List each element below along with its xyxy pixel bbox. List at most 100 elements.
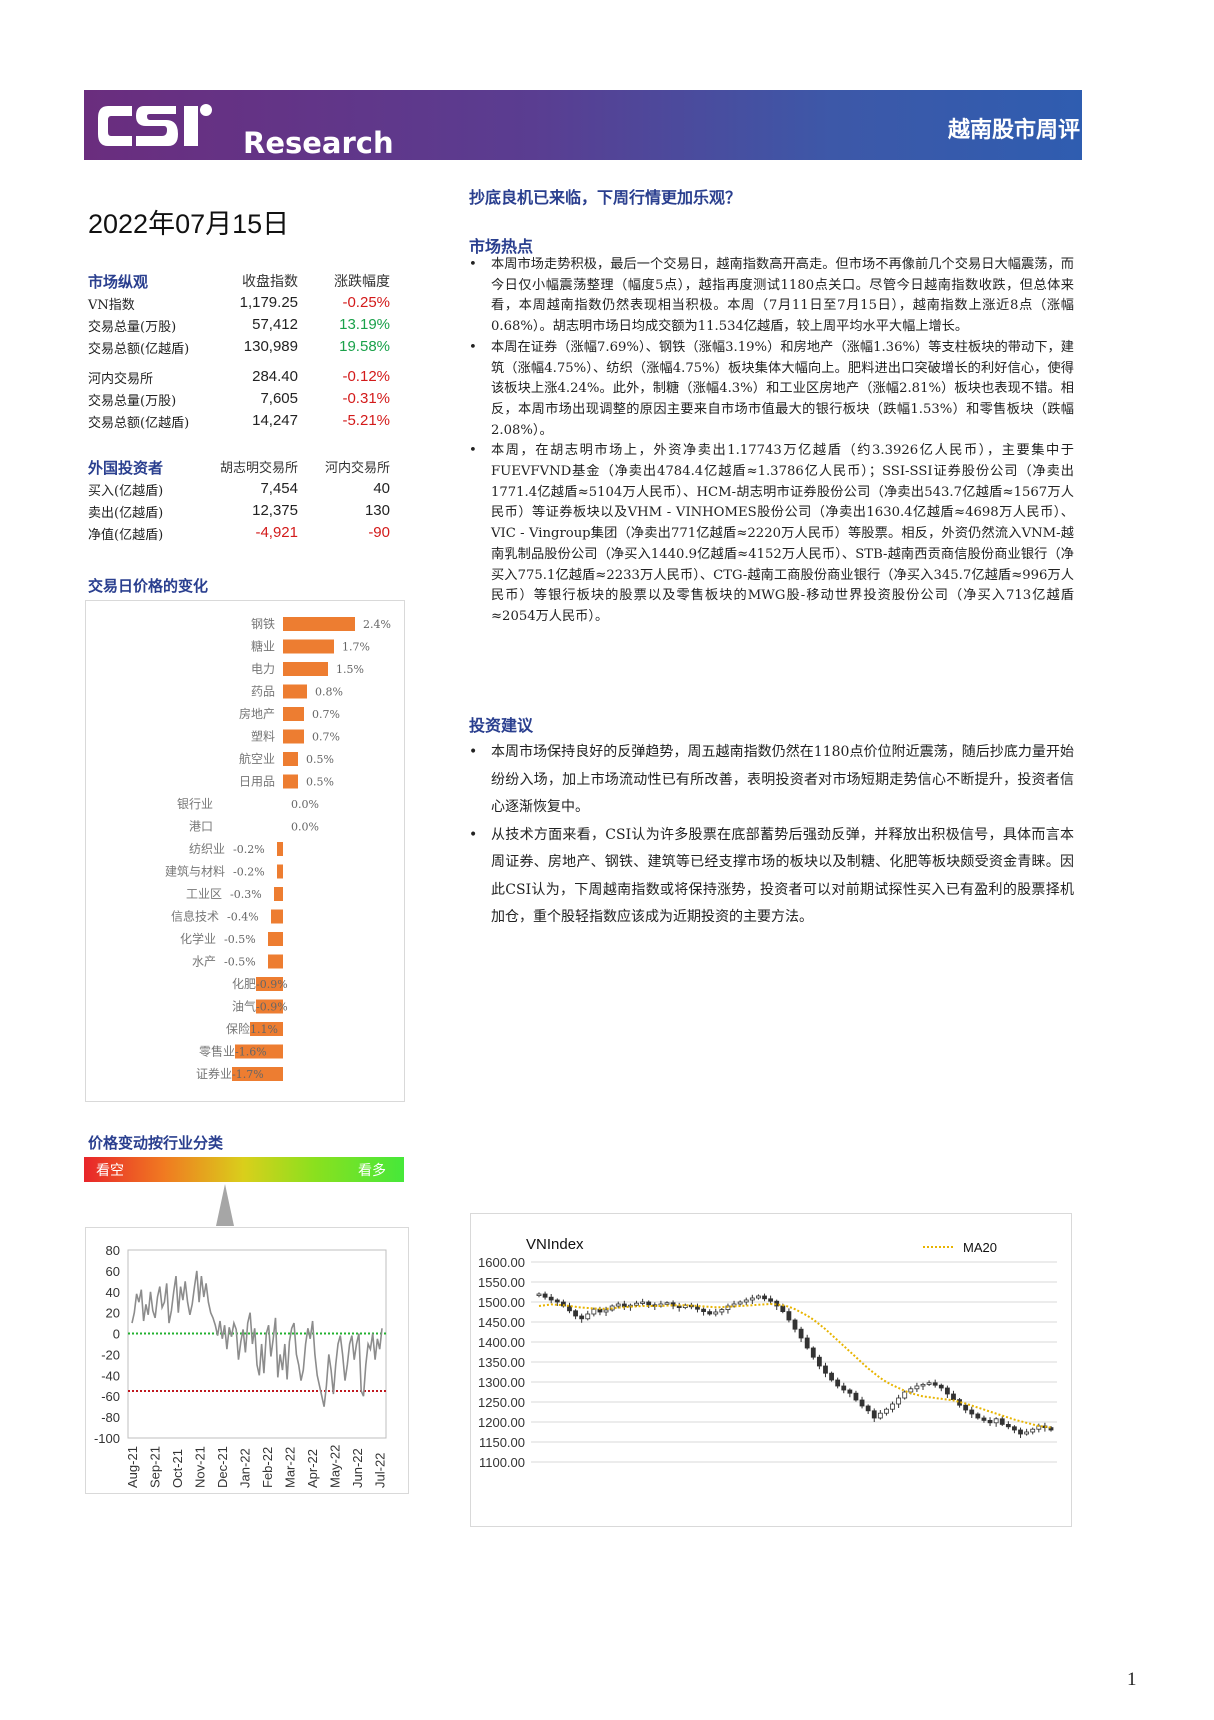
y-tick-label: 40 bbox=[106, 1285, 120, 1300]
category-label: 房地产 bbox=[239, 706, 275, 721]
row-value: 1,179.25 bbox=[239, 294, 298, 311]
sentiment-chart-frame bbox=[85, 1227, 409, 1494]
bar bbox=[256, 977, 283, 991]
data-label: -0.9% bbox=[256, 978, 288, 991]
row-label: 买入(亿越盾) bbox=[88, 484, 164, 499]
data-label: -0.2% bbox=[233, 866, 265, 879]
data-label: -0.9% bbox=[256, 1001, 288, 1014]
row-change: 19.58% bbox=[339, 338, 390, 355]
table-row: 交易总额(亿越盾) 14,247 -5.21% bbox=[88, 412, 390, 434]
list-item: 从技术方面来看，CSI认为许多股票在底部蓄势后强劲反弹，并释放出积极信号，具体而… bbox=[469, 822, 1074, 932]
candle-body bbox=[707, 1311, 713, 1315]
row-value-hnx: 40 bbox=[373, 480, 390, 497]
candle-body bbox=[756, 1295, 761, 1299]
candle-body bbox=[938, 1384, 944, 1389]
candle-body bbox=[884, 1408, 889, 1414]
row-change: -0.25% bbox=[342, 294, 390, 311]
candle-body bbox=[804, 1337, 810, 1349]
y-tick-label: 1600.00 bbox=[478, 1255, 525, 1270]
candle-body bbox=[823, 1365, 828, 1374]
bar bbox=[250, 1022, 283, 1036]
candle-body bbox=[871, 1410, 877, 1419]
category-label: 化学业 bbox=[180, 931, 216, 946]
y-tick-label: 1550.00 bbox=[478, 1275, 525, 1290]
y-tick-label: 1100.00 bbox=[479, 1455, 525, 1470]
candle-body bbox=[1012, 1426, 1017, 1431]
data-label: -0.3% bbox=[230, 888, 262, 901]
bar bbox=[283, 752, 298, 766]
row-value-hnx: -90 bbox=[368, 524, 390, 541]
row-label: VN指数 bbox=[88, 298, 135, 313]
category-label: 水产 bbox=[192, 955, 216, 969]
table-row: 净值(亿越盾) -4,921 -90 bbox=[88, 524, 390, 546]
row-value: 130,989 bbox=[243, 338, 298, 355]
category-label: 保险 bbox=[226, 1021, 250, 1036]
sentiment-section-title: 价格变动按行业分类 bbox=[88, 1134, 224, 1152]
data-label: -0.5% bbox=[224, 933, 256, 946]
y-tick-label: 20 bbox=[106, 1306, 120, 1321]
candle-body bbox=[542, 1293, 548, 1298]
table-row: 卖出(亿越盾) 12,375 130 bbox=[88, 502, 390, 524]
x-tick-label: Oct-21 bbox=[170, 1449, 185, 1488]
bar bbox=[256, 999, 283, 1014]
table-row: 买入(亿越盾) 7,454 40 bbox=[88, 480, 390, 502]
x-tick-label: Aug-21 bbox=[125, 1446, 140, 1488]
candle-body bbox=[1036, 1425, 1042, 1430]
data-label: 0.7% bbox=[312, 708, 340, 721]
candle-body bbox=[579, 1315, 585, 1320]
x-tick-label: Apr-22 bbox=[305, 1449, 320, 1488]
y-tick-label: -80 bbox=[101, 1410, 120, 1425]
data-label: 2.4% bbox=[363, 618, 391, 631]
data-label: 0.8% bbox=[315, 686, 343, 699]
category-label: 钢铁 bbox=[251, 617, 275, 631]
chart-title: VNIndex bbox=[526, 1236, 584, 1253]
bar bbox=[232, 1067, 283, 1081]
row-value-hcm: -4,921 bbox=[255, 524, 298, 541]
candle-body bbox=[762, 1295, 767, 1300]
bar bbox=[283, 729, 304, 744]
x-tick-label: Jun-22 bbox=[350, 1448, 365, 1488]
category-label: 银行业 bbox=[177, 797, 213, 811]
category-label: 糖业 bbox=[251, 639, 275, 654]
header-banner bbox=[84, 90, 1082, 160]
data-label: 1.7% bbox=[342, 641, 370, 654]
candle-body bbox=[676, 1305, 682, 1308]
candle-body bbox=[713, 1311, 719, 1315]
investment-advice-title: 投资建议 bbox=[469, 716, 534, 735]
candle-body bbox=[737, 1301, 743, 1305]
category-label: 油气 bbox=[232, 999, 256, 1014]
candle-body bbox=[682, 1304, 688, 1308]
data-label: -0.5% bbox=[224, 956, 256, 969]
x-tick-label: May-22 bbox=[328, 1445, 343, 1488]
bar bbox=[283, 707, 304, 721]
market-hotspots-list: 本周市场走势积极，最后一个交易日，越南指数高开高走。但市场不再像前几个交易日大幅… bbox=[469, 255, 1074, 628]
row-value-hcm: 7,454 bbox=[260, 480, 298, 497]
candle-body bbox=[810, 1347, 816, 1358]
candle-body bbox=[768, 1298, 774, 1302]
x-tick-label: Dec-21 bbox=[215, 1446, 230, 1488]
category-label: 化肥 bbox=[232, 977, 256, 991]
candle-body bbox=[615, 1303, 621, 1307]
list-item: 本周在证券（涨幅7.69%）、钢铁（涨幅3.19%）和房地产（涨幅1.36%）等… bbox=[469, 338, 1074, 442]
y-tick-label: 1200.00 bbox=[478, 1415, 525, 1430]
row-change: -0.12% bbox=[342, 368, 390, 385]
candle-body bbox=[792, 1319, 798, 1330]
candle-body bbox=[816, 1356, 822, 1367]
row-change: -5.21% bbox=[342, 412, 390, 429]
candle-body bbox=[835, 1379, 841, 1387]
candle-body bbox=[1048, 1427, 1054, 1431]
data-label: -0.4% bbox=[227, 911, 259, 924]
candle-body bbox=[1030, 1428, 1036, 1433]
data-label: 1.1% bbox=[250, 1023, 278, 1036]
candle-body bbox=[640, 1301, 646, 1304]
bar bbox=[277, 842, 283, 856]
candle-body bbox=[902, 1391, 908, 1399]
x-tick-label: Jul-22 bbox=[373, 1453, 388, 1488]
row-change: -0.31% bbox=[342, 390, 390, 407]
row-label: 卖出(亿越盾) bbox=[88, 506, 164, 521]
sentiment-gradient-bar bbox=[84, 1157, 404, 1182]
candle-body bbox=[963, 1404, 969, 1411]
candle-body bbox=[944, 1387, 950, 1395]
category-label: 工业区 bbox=[186, 887, 222, 901]
candle-body bbox=[780, 1305, 786, 1312]
